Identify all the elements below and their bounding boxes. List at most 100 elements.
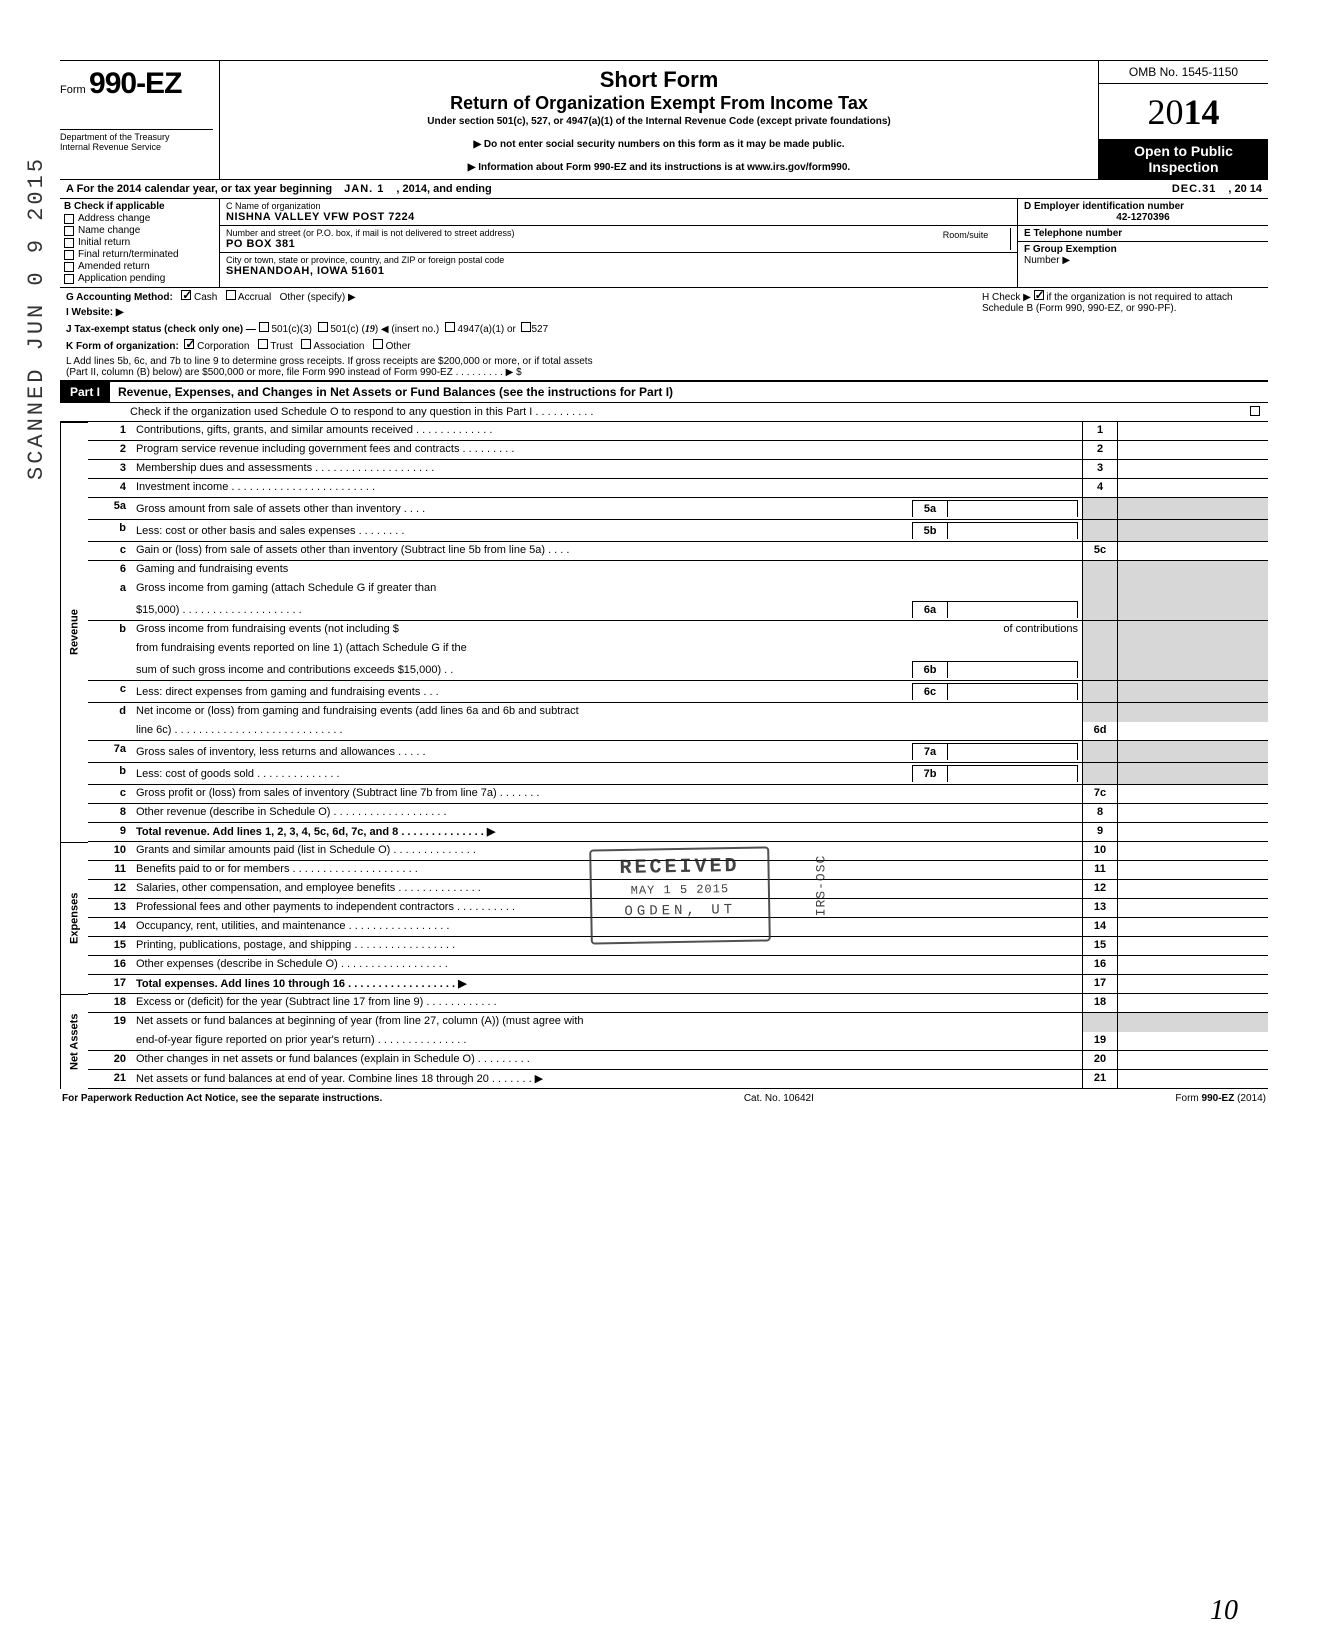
handwritten-page-number: 10 <box>1210 1595 1238 1627</box>
val-18[interactable] <box>1118 994 1268 1012</box>
line-12: Salaries, other compensation, and employ… <box>132 880 1082 898</box>
line-6b-tail: of contributions <box>1003 623 1078 635</box>
lbl-corp: Corporation <box>197 341 249 352</box>
val-3[interactable] <box>1118 460 1268 478</box>
scanned-stamp: SCANNED JUN 0 9 2015 <box>24 156 49 480</box>
val-5c[interactable] <box>1118 542 1268 560</box>
city-value: SHENANDOAH, IOWA 51601 <box>226 265 1011 277</box>
val-7a[interactable] <box>948 743 1078 760</box>
val-15[interactable] <box>1118 937 1268 955</box>
room-suite-label: Room/suite <box>921 228 1011 250</box>
line-7a: Gross sales of inventory, less returns a… <box>136 746 426 758</box>
tax-year-end: DEC.31 <box>1172 183 1217 195</box>
val-2[interactable] <box>1118 441 1268 459</box>
line-5a: Gross amount from sale of assets other t… <box>136 503 425 515</box>
line-l-text-2: (Part II, column (B) below) are $500,000… <box>66 367 1262 378</box>
omb-number: OMB No. 1545-1150 <box>1099 61 1268 84</box>
val-10[interactable] <box>1118 842 1268 860</box>
lines-g-through-l: G Accounting Method: Cash Accrual Other … <box>60 288 1268 354</box>
chk-final-return[interactable] <box>64 250 74 260</box>
dept-line-1: Department of the Treasury <box>60 132 213 142</box>
chk-assoc[interactable] <box>301 339 311 349</box>
chk-527[interactable] <box>521 322 531 332</box>
chk-4947[interactable] <box>445 322 455 332</box>
chk-name-change[interactable] <box>64 226 74 236</box>
tax-year: 2014 <box>1099 84 1268 139</box>
line-4: Investment income . . . . . . . . . . . … <box>132 479 1082 497</box>
val-6d[interactable] <box>1118 722 1268 740</box>
line-1: Contributions, gifts, grants, and simila… <box>132 422 1082 440</box>
line-16: Other expenses (describe in Schedule O) … <box>132 956 1082 974</box>
line-19-1: Net assets or fund balances at beginning… <box>132 1013 1082 1032</box>
line-k-label: K Form of organization: <box>66 341 179 352</box>
val-5b[interactable] <box>948 522 1078 539</box>
line-9: Total revenue. Add lines 1, 2, 3, 4, 5c,… <box>132 823 1082 841</box>
val-6a[interactable] <box>948 601 1078 618</box>
title-ssn-notice: ▶ Do not enter social security numbers o… <box>230 139 1088 150</box>
line-15: Printing, publications, postage, and shi… <box>132 937 1082 955</box>
part-1-title: Revenue, Expenses, and Changes in Net As… <box>110 382 1268 402</box>
chk-schedule-b-not-required[interactable] <box>1034 290 1044 300</box>
lbl-501c3: 501(c)(3) <box>271 324 312 335</box>
lbl-amended: Amended return <box>78 261 150 272</box>
open-public-1: Open to Public <box>1101 143 1266 159</box>
net-assets-section: Net Assets 18Excess or (deficit) for the… <box>60 994 1268 1089</box>
lbl-name-change: Name change <box>78 225 140 236</box>
lbl-initial-return: Initial return <box>78 237 130 248</box>
val-7c[interactable] <box>1118 785 1268 803</box>
val-16[interactable] <box>1118 956 1268 974</box>
val-20[interactable] <box>1118 1051 1268 1069</box>
lbl-501c-close: ) ◀ (insert no.) <box>375 324 439 335</box>
line-17: Total expenses. Add lines 10 through 16 … <box>132 975 1082 993</box>
page-footer: For Paperwork Reduction Act Notice, see … <box>60 1089 1268 1108</box>
val-5a[interactable] <box>948 500 1078 517</box>
line-21: Net assets or fund balances at end of ye… <box>132 1070 1082 1088</box>
identity-block: B Check if applicable Address change Nam… <box>60 199 1268 288</box>
val-8[interactable] <box>1118 804 1268 822</box>
chk-501c3[interactable] <box>259 322 269 332</box>
chk-501c[interactable] <box>318 322 328 332</box>
chk-other-form[interactable] <box>373 339 383 349</box>
form-prefix: Form <box>60 84 86 96</box>
chk-accrual[interactable] <box>226 290 236 300</box>
lbl-other-method: Other (specify) ▶ <box>280 292 356 303</box>
revenue-section: Revenue 1Contributions, gifts, grants, a… <box>60 422 1268 842</box>
telephone-label: E Telephone number <box>1024 228 1262 239</box>
chk-pending[interactable] <box>64 274 74 284</box>
footer-mid: Cat. No. 10642I <box>744 1093 814 1104</box>
footer-left: For Paperwork Reduction Act Notice, see … <box>62 1093 382 1104</box>
val-21[interactable] <box>1118 1070 1268 1088</box>
line-7b: Less: cost of goods sold . . . . . . . .… <box>136 768 340 780</box>
lbl-4947: 4947(a)(1) or <box>458 324 516 335</box>
section-a-mid: , 2014, and ending <box>396 183 491 195</box>
val-6c[interactable] <box>948 683 1078 700</box>
chk-corp[interactable] <box>184 339 194 349</box>
line-6a-1: Gross income from gaming (attach Schedul… <box>132 580 1082 599</box>
lbl-cash: Cash <box>194 292 217 303</box>
val-6b[interactable] <box>948 661 1078 678</box>
form-number: 990-EZ <box>89 67 181 100</box>
chk-initial-return[interactable] <box>64 238 74 248</box>
val-13[interactable] <box>1118 899 1268 917</box>
chk-schedule-o-part1[interactable] <box>1250 406 1260 416</box>
val-11[interactable] <box>1118 861 1268 879</box>
chk-address-change[interactable] <box>64 214 74 224</box>
group-exemption-label: F Group Exemption <box>1024 244 1262 255</box>
val-4[interactable] <box>1118 479 1268 497</box>
val-7b[interactable] <box>948 765 1078 782</box>
val-12[interactable] <box>1118 880 1268 898</box>
chk-trust[interactable] <box>258 339 268 349</box>
val-19[interactable] <box>1118 1032 1268 1050</box>
chk-cash[interactable] <box>181 290 191 300</box>
val-1[interactable] <box>1118 422 1268 440</box>
section-b: B Check if applicable Address change Nam… <box>60 199 220 287</box>
val-17[interactable] <box>1118 975 1268 993</box>
chk-amended[interactable] <box>64 262 74 272</box>
line-h-prefix: H Check ▶ <box>982 292 1031 303</box>
vtab-net-assets: Net Assets <box>60 994 88 1089</box>
val-14[interactable] <box>1118 918 1268 936</box>
line-7c: Gross profit or (loss) from sales of inv… <box>132 785 1082 803</box>
val-9[interactable] <box>1118 823 1268 841</box>
lbl-527: 527 <box>531 324 548 335</box>
part-1-sub-text: Check if the organization used Schedule … <box>130 406 593 418</box>
